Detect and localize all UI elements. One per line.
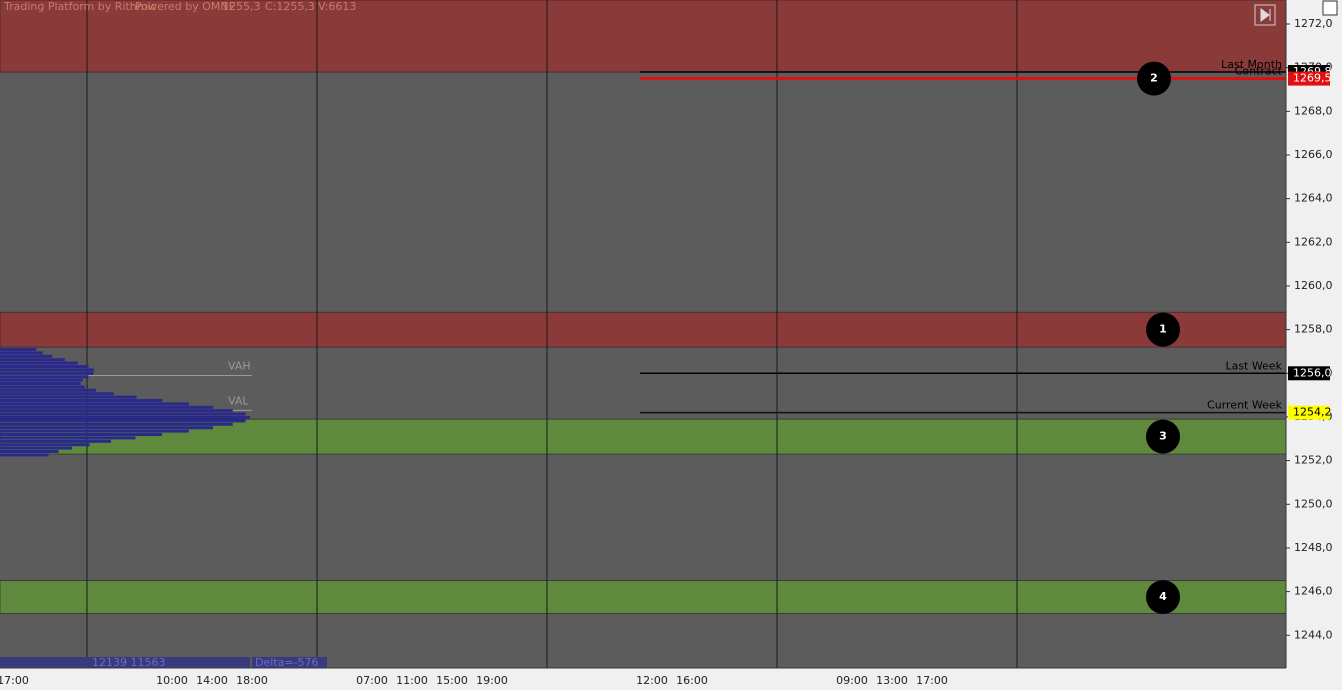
x-tick-label: 17:00 [916, 674, 948, 687]
y-tick-label: 1262,0 [1294, 235, 1333, 248]
volume-profile-bar [0, 385, 85, 389]
x-tick-label: 07:00 [356, 674, 388, 687]
volume-profile-bar [0, 436, 136, 440]
volume-profile-bar [0, 351, 43, 355]
delta-text: Delta=-576 [255, 656, 319, 669]
zone [0, 0, 1287, 73]
volume-profile-bar [0, 450, 59, 453]
volume-profile-bar [0, 365, 89, 368]
level-name: Current Week [1207, 399, 1283, 412]
volume-profile-bar [0, 433, 163, 436]
zone-number: 2 [1150, 72, 1158, 85]
volume-profile-bar [0, 443, 90, 447]
x-tick-label: 17:00 [0, 674, 29, 687]
price-tag-bg [1288, 366, 1330, 381]
x-tick-label: 19:00 [476, 674, 508, 687]
volume-profile-bar [0, 348, 37, 351]
volume-profile-bar [0, 361, 78, 365]
volume-profile-bar [0, 354, 53, 358]
last-price: 1255,3 [222, 0, 261, 13]
price-tag: 1254,2 [1293, 406, 1332, 419]
price-tag-bg [1288, 405, 1330, 420]
zone-number: 4 [1159, 590, 1167, 603]
y-tick-label: 1264,0 [1294, 192, 1333, 205]
settings-button[interactable] [1322, 0, 1338, 16]
volume-bar [0, 657, 250, 668]
x-tick-label: 16:00 [676, 674, 708, 687]
x-tick-label: 14:00 [196, 674, 228, 687]
zone-marker [1146, 580, 1180, 615]
x-tick-label: 15:00 [436, 674, 468, 687]
close-price: C:1255,3 [265, 0, 315, 13]
y-tick-label: 1250,0 [1294, 497, 1333, 510]
volume: V:6613 [318, 0, 356, 13]
value-area-label: VAH [228, 359, 251, 372]
zone-marker [1146, 419, 1180, 454]
x-tick-label: 18:00 [236, 674, 268, 687]
zone-number: 1 [1159, 323, 1167, 336]
y-tick-label: 1260,0 [1294, 279, 1333, 292]
y-tick-label: 1268,0 [1294, 104, 1333, 117]
volume-profile-bar [0, 382, 81, 385]
scroll-end-icon [1260, 8, 1271, 22]
y-tick-label: 1266,0 [1294, 148, 1333, 161]
x-tick-label: 09:00 [836, 674, 868, 687]
zone [0, 580, 1287, 614]
volume-profile-bar [0, 392, 114, 396]
price-tag-bg [1288, 71, 1330, 86]
volume-profile-bar [0, 426, 214, 430]
volume-profile-bar [0, 419, 246, 423]
level-name: Last Week [1225, 359, 1282, 372]
x-tick-label: 13:00 [876, 674, 908, 687]
volume-profile-bar [0, 446, 73, 450]
level-name: Last Month [1221, 58, 1282, 71]
powered-by: Powered by OMNE [135, 0, 236, 13]
value-area-label: VAL [228, 394, 249, 407]
y-tick-label: 1252,0 [1294, 454, 1333, 467]
volumes-text: 12139 11563 [92, 656, 165, 669]
price-tag: 1256,0 [1293, 366, 1332, 379]
zone-number: 3 [1159, 430, 1167, 443]
volume-profile-bar [0, 422, 233, 426]
level-name: Contract [1235, 65, 1283, 78]
volume-profile-bar [0, 368, 95, 372]
price-tag: 1269,5 [1293, 72, 1332, 85]
volume-profile-bar [0, 375, 89, 379]
volume-profile-bar [0, 371, 94, 375]
volume-profile-bar [0, 412, 246, 416]
delta-bar [252, 657, 327, 668]
zone [0, 311, 1287, 348]
zone-marker [1146, 312, 1180, 347]
volume-profile-bar [0, 378, 83, 382]
y-tick-label: 1246,0 [1294, 585, 1333, 598]
volume-profile-bar [0, 416, 251, 419]
zone-marker [1137, 61, 1171, 96]
y-tick-label: 1272,0 [1294, 17, 1333, 30]
volume-profile-bar [0, 405, 214, 409]
platform-name: Trading Platform by Rithmic [3, 0, 157, 13]
y-tick-label: 1258,0 [1294, 323, 1333, 336]
volume-profile-bar [0, 402, 189, 406]
volume-profile-bar [0, 429, 189, 433]
x-tick-label: 10:00 [156, 674, 188, 687]
x-tick-label: 12:00 [636, 674, 668, 687]
volume-profile-bar [0, 388, 96, 392]
x-tick-label: 11:00 [396, 674, 428, 687]
volume-profile-bar [0, 395, 137, 399]
volume-profile-bar [0, 453, 49, 457]
volume-profile-bar [0, 358, 65, 362]
volume-profile-bar [0, 409, 233, 413]
y-tick-label: 1248,0 [1294, 541, 1333, 554]
y-tick-label: 1244,0 [1294, 628, 1333, 641]
volume-profile-bar [0, 439, 111, 443]
volume-profile-bar [0, 399, 163, 402]
